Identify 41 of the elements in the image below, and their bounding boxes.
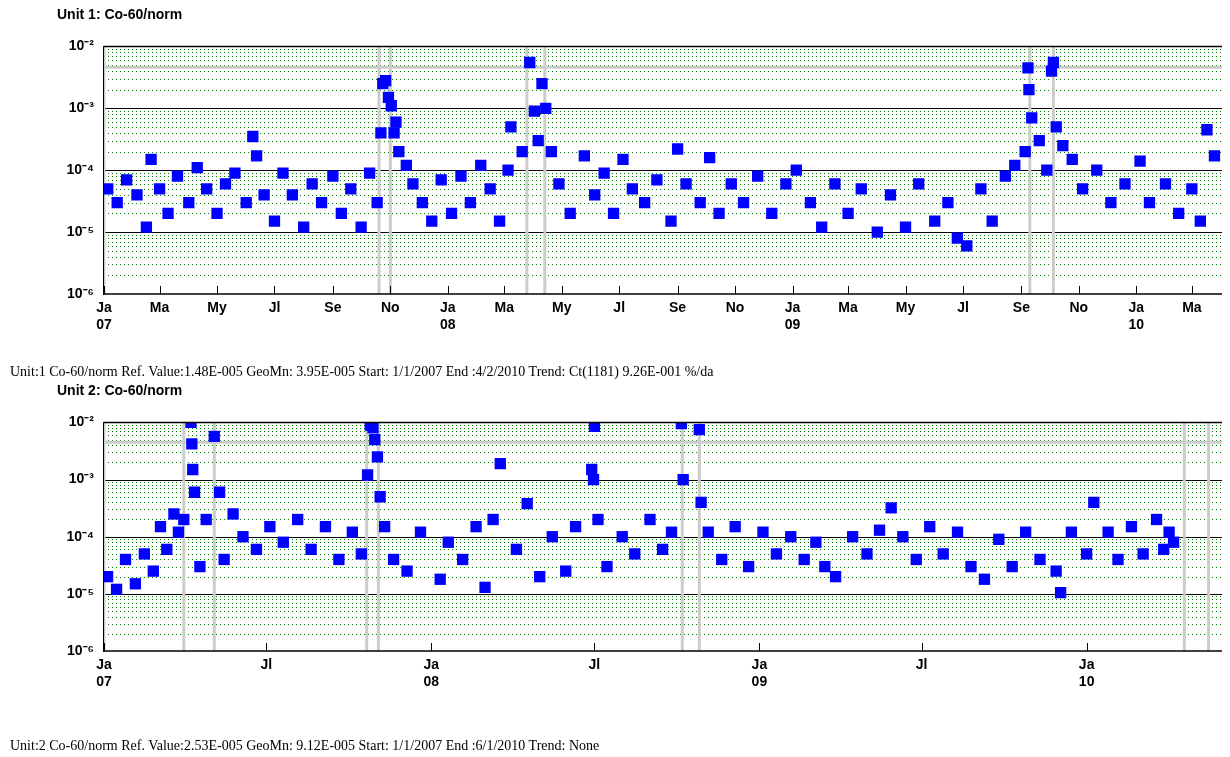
x-tick-label: My <box>552 299 572 316</box>
y-tick-label: 10⁻⁵ <box>66 222 94 239</box>
x-tick-label: Ja 08 <box>439 299 456 333</box>
x-tick-label: Ja 09 <box>784 299 801 333</box>
y-tick-label: 10⁻⁶ <box>66 641 94 658</box>
x-tick-label: Jl <box>915 656 928 673</box>
x-tick-label: Se <box>669 299 687 316</box>
x-tick-label: Ma <box>149 299 170 316</box>
x-tick-label: Ja 07 <box>96 299 112 333</box>
chart-title: Unit 2: Co-60/norm <box>57 382 183 398</box>
y-tick-label: 10⁻⁵ <box>66 584 94 601</box>
x-tick-label: Se <box>324 299 342 316</box>
x-tick-label: Jl <box>260 656 273 673</box>
y-tick-label: 10⁻² <box>68 413 95 430</box>
x-tick-label: Jl <box>957 299 969 316</box>
x-tick-label: Ja 08 <box>423 656 440 690</box>
x-tick-label: No <box>380 299 400 316</box>
y-tick-label: 10⁻³ <box>68 99 95 116</box>
y-tick-label: 10⁻⁴ <box>66 161 95 178</box>
x-tick-label: Ma <box>494 299 515 316</box>
y-tick-label: 10⁻⁴ <box>66 527 95 544</box>
text: Unit:1 Co-60/norm Ref. Value:1.48E-005 GeoMn: 3.95E-005 Start: 1/1/2007 End :4/2/2010 Trend: Ct(1181) 9.26E-001 %/da <box>10 364 714 380</box>
x-tick-label: Jl <box>588 656 601 673</box>
x-tick-label: Ja 07 <box>96 656 112 690</box>
x-tick-label: Ma <box>838 299 859 316</box>
x-tick-label: No <box>1069 299 1089 316</box>
x-tick-label: Ja 09 <box>751 656 768 690</box>
x-tick-label: My <box>207 299 227 316</box>
x-tick-label: Se <box>1012 299 1031 316</box>
y-tick-label: 10⁻⁶ <box>66 284 94 301</box>
text: Unit:2 Co-60/norm Ref. Value:2.53E-005 GeoMn: 9.12E-005 Start: 1/1/2007 End :6/1/2010 Trend: None <box>10 738 600 754</box>
chart-title: Unit 1: Co-60/norm <box>57 6 183 22</box>
x-tick-label: Ja 10 <box>1128 299 1145 333</box>
y-tick-label: 10⁻² <box>68 37 95 54</box>
x-tick-label: Ma <box>1182 299 1202 316</box>
y-tick-label: 10⁻³ <box>68 470 95 487</box>
x-tick-label: Ja 10 <box>1078 656 1095 690</box>
x-tick-label: Jl <box>268 299 281 316</box>
x-tick-label: No <box>725 299 745 316</box>
x-tick-label: My <box>895 299 916 316</box>
x-tick-label: Jl <box>613 299 626 316</box>
